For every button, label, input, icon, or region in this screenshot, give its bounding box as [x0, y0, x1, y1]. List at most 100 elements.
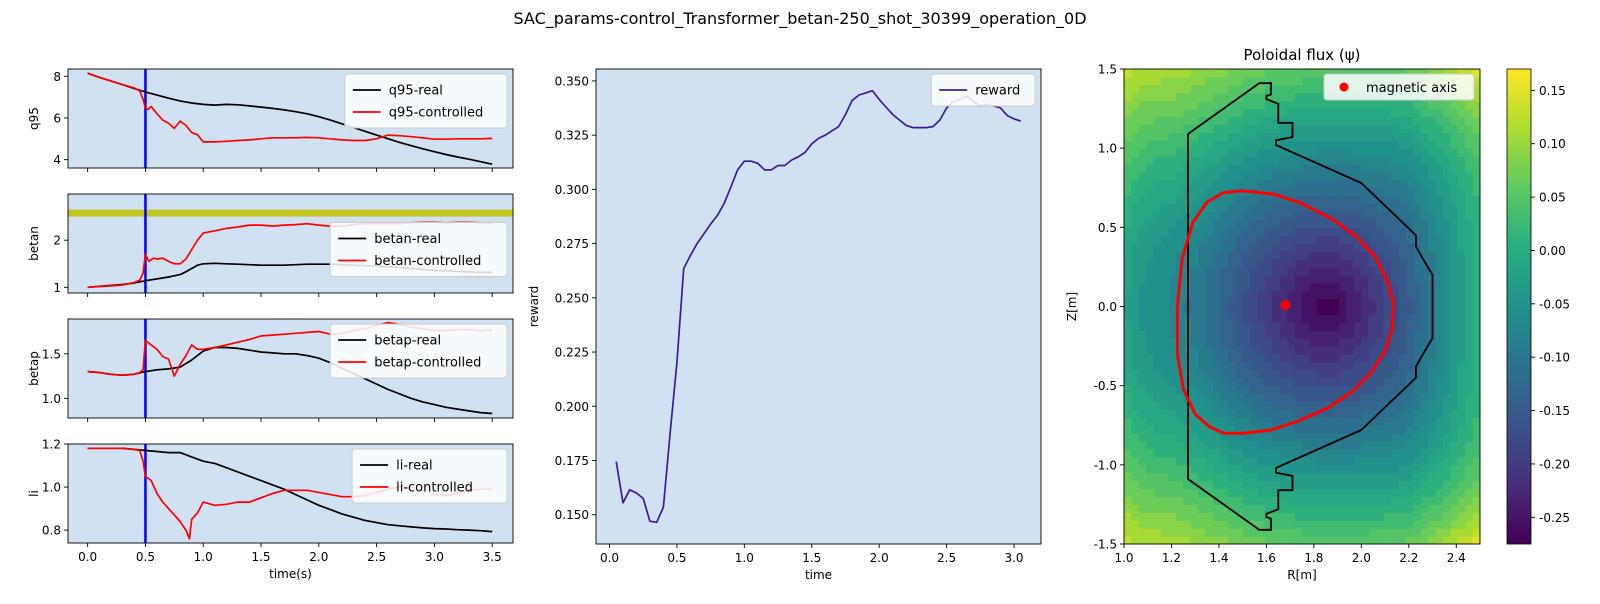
flux-cell	[1428, 156, 1437, 165]
flux-cell	[1405, 330, 1414, 339]
flux-cell	[1190, 433, 1199, 442]
flux-cell	[1272, 100, 1281, 110]
flux-cell	[1398, 417, 1407, 426]
flux-cell	[1368, 140, 1377, 149]
flux-cell	[1138, 488, 1147, 498]
flux-cell	[1302, 464, 1311, 474]
flux-cell	[1146, 290, 1155, 300]
flux-cell	[1442, 290, 1451, 300]
flux-cell	[1131, 472, 1140, 482]
flux-cell	[1294, 282, 1303, 292]
flux-cell	[1131, 536, 1140, 544]
flux-cell	[1235, 140, 1244, 149]
flux-cell	[1250, 480, 1259, 490]
flux-cell	[1131, 354, 1140, 363]
flux-cell	[1309, 322, 1318, 331]
flux-cell	[1131, 84, 1140, 94]
flux-cell	[1250, 116, 1259, 126]
flux-cell	[1175, 512, 1184, 521]
flux-cell	[1190, 116, 1199, 126]
flux-cell	[1279, 330, 1288, 339]
flux-cell	[1302, 425, 1311, 434]
flux-cell	[1272, 409, 1281, 418]
flux-cell	[1398, 409, 1407, 418]
flux-cell	[1264, 346, 1273, 355]
flux-cell	[1287, 203, 1296, 213]
flux-cell	[1309, 417, 1318, 426]
flux-cell	[1235, 369, 1244, 379]
flux-cell	[1124, 179, 1133, 189]
flux-cell	[1257, 520, 1266, 529]
flux-cell	[1428, 195, 1437, 205]
flux-cell	[1257, 259, 1266, 268]
flux-cell	[1124, 92, 1133, 102]
flux-cell	[1131, 132, 1140, 141]
legend-label: reward	[975, 84, 1020, 99]
flux-cell	[1376, 528, 1385, 537]
flux-cell	[1302, 140, 1311, 149]
flux-cell	[1198, 464, 1207, 474]
flux-cell	[1198, 401, 1207, 411]
flux-cell	[1198, 274, 1207, 284]
flux-cell	[1131, 409, 1140, 418]
flux-cell	[1257, 417, 1266, 426]
flux-cell	[1138, 361, 1147, 371]
flux-cell	[1383, 369, 1392, 379]
flux-cell	[1131, 211, 1140, 221]
flux-cell	[1309, 179, 1318, 189]
flux-cell	[1376, 100, 1385, 110]
flux-cell	[1124, 409, 1133, 418]
flux-cell	[1279, 520, 1288, 529]
flux-cell	[1309, 92, 1318, 102]
flux-cell	[1205, 243, 1214, 252]
flux-cell	[1205, 377, 1214, 387]
flux-cell	[1450, 425, 1459, 434]
flux-cell	[1175, 76, 1184, 86]
flux-cell	[1398, 100, 1407, 110]
flux-cell	[1205, 259, 1214, 268]
flux-cell	[1153, 417, 1162, 426]
flux-cell	[1220, 195, 1229, 205]
flux-cell	[1242, 124, 1251, 133]
flux-cell	[1442, 274, 1451, 284]
flux-cell	[1294, 536, 1303, 544]
flux-cell	[1190, 259, 1199, 268]
flux-cell	[1146, 219, 1155, 228]
flux-cell	[1272, 282, 1281, 292]
flux-cell	[1324, 124, 1333, 133]
flux-cell	[1472, 203, 1480, 213]
flux-cell	[1175, 179, 1184, 189]
flux-cell	[1405, 449, 1414, 458]
flux-cell	[1168, 187, 1177, 197]
flux-cell	[1264, 227, 1273, 236]
flux-cell	[1428, 346, 1437, 355]
flux-cell	[1272, 433, 1281, 442]
x-tick-label: 2.2	[1399, 551, 1418, 565]
flux-cell	[1213, 100, 1222, 110]
flux-cell	[1250, 417, 1259, 426]
flux-cell	[1198, 488, 1207, 498]
flux-cell	[1294, 322, 1303, 331]
flux-cell	[1257, 235, 1266, 244]
flux-title: Poloidal flux (ψ)	[1243, 46, 1360, 64]
flux-cell	[1368, 338, 1377, 347]
flux-cell	[1272, 449, 1281, 458]
flux-cell	[1124, 140, 1133, 149]
flux-cell	[1324, 195, 1333, 205]
flux-cell	[1465, 385, 1474, 395]
flux-cell	[1472, 251, 1480, 260]
flux-cell	[1457, 69, 1466, 78]
y-tick-label: 1.0	[42, 481, 61, 495]
flux-cell	[1309, 100, 1318, 110]
flux-cell	[1190, 528, 1199, 537]
flux-cell	[1190, 488, 1199, 498]
flux-cell	[1175, 338, 1184, 347]
flux-cell	[1190, 377, 1199, 387]
flux-cell	[1146, 171, 1155, 181]
flux-cell	[1420, 330, 1429, 339]
flux-cell	[1198, 322, 1207, 331]
flux-cell	[1428, 393, 1437, 403]
flux-cell	[1398, 354, 1407, 363]
flux-cell	[1435, 536, 1444, 544]
flux-cell	[1346, 338, 1355, 347]
